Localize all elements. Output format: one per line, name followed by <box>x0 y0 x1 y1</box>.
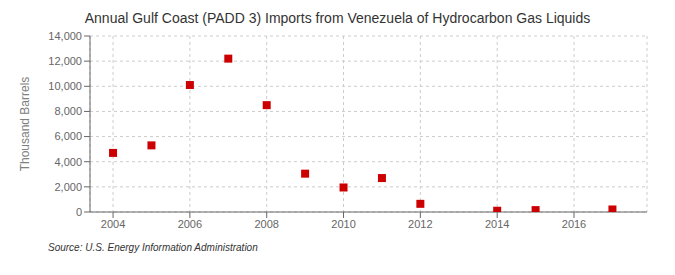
svg-text:2006: 2006 <box>178 218 202 230</box>
html-text:Source: U.S. Energy Informatio: Source: U.S. Energy Information Administ… <box>48 242 258 253</box>
svg-text:2,000: 2,000 <box>54 181 82 193</box>
svg-text:2016: 2016 <box>562 218 586 230</box>
svg-text:14,000: 14,000 <box>48 30 82 42</box>
svg-text:2012: 2012 <box>408 218 432 230</box>
svg-text:0: 0 <box>76 206 82 218</box>
svg-text:2004: 2004 <box>101 218 125 230</box>
svg-text:Thousand Barrels: Thousand Barrels <box>18 77 32 172</box>
svg-text:2014: 2014 <box>485 218 509 230</box>
svg-text:4,000: 4,000 <box>54 156 82 168</box>
svg-text:2010: 2010 <box>331 218 355 230</box>
html-text:Annual Gulf Coast (PADD 3) Imp: Annual Gulf Coast (PADD 3) Imports from … <box>84 10 591 26</box>
svg-text:2008: 2008 <box>254 218 278 230</box>
svg-text:10,000: 10,000 <box>48 80 82 92</box>
svg-text:6,000: 6,000 <box>54 130 82 142</box>
svg-text:8,000: 8,000 <box>54 105 82 117</box>
svg-text:12,000: 12,000 <box>48 55 82 67</box>
